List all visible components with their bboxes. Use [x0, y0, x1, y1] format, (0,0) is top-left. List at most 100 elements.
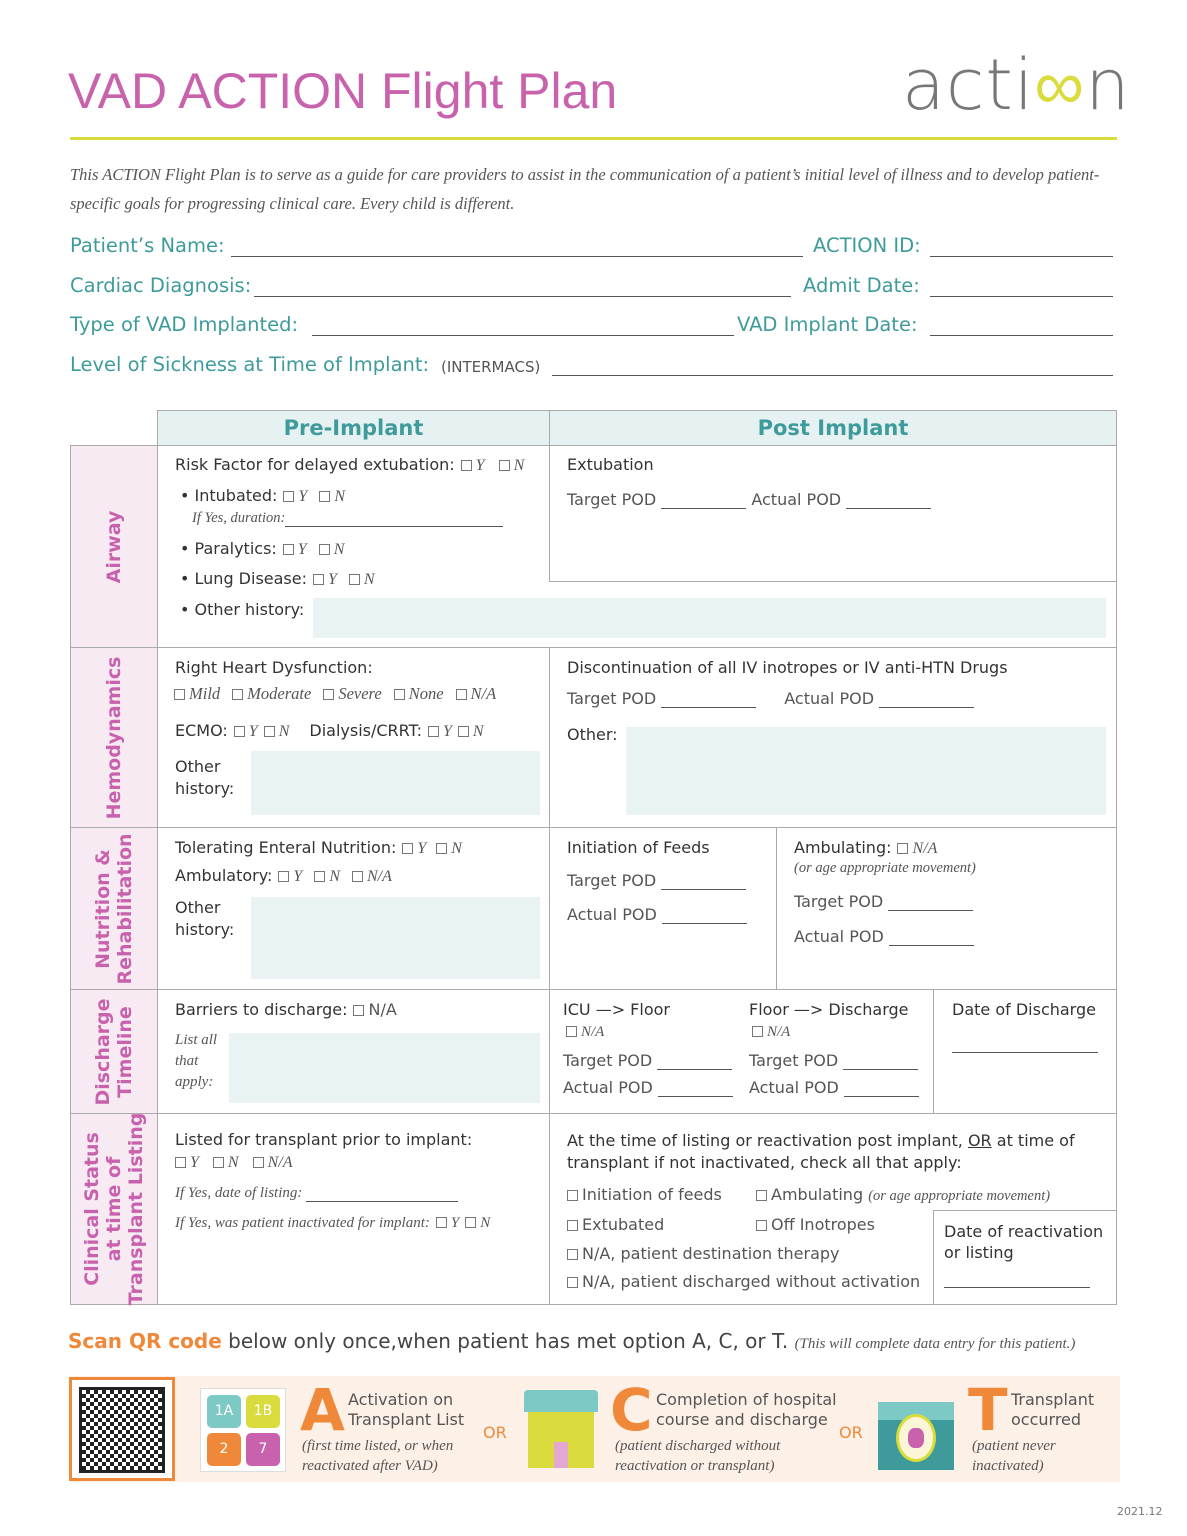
checkbox[interactable]	[348, 574, 360, 585]
checkbox[interactable]	[402, 843, 414, 854]
checkbox[interactable]	[313, 574, 324, 585]
vad-type-field[interactable]	[312, 335, 734, 336]
checkbox[interactable]	[498, 460, 510, 471]
nutr-other-field[interactable]	[251, 897, 540, 979]
feeds-target: Target POD	[567, 871, 747, 890]
option-ambulating: Ambulating (or age appropriate movement)	[750, 1185, 1050, 1205]
airway-other-field[interactable]	[313, 598, 1106, 638]
duration-field[interactable]	[285, 526, 504, 527]
page-title: VAD ACTION Flight Plan	[68, 63, 618, 119]
checkbox[interactable]	[567, 1190, 578, 1201]
checkbox[interactable]	[428, 726, 440, 737]
reactivation-field[interactable]	[944, 1287, 1090, 1288]
checkbox[interactable]	[567, 1277, 578, 1288]
hemo-other-field[interactable]	[251, 751, 540, 815]
icu-actual: Actual POD	[563, 1078, 733, 1097]
actual-pod-field[interactable]	[888, 945, 974, 946]
date-of-discharge-field[interactable]	[952, 1052, 1098, 1053]
checkbox[interactable]	[233, 726, 245, 737]
target-pod-field[interactable]	[843, 1069, 919, 1070]
listed-label: Listed for transplant prior to implant:	[175, 1130, 473, 1149]
diagnosis-field[interactable]	[254, 296, 791, 297]
ecmo-dialysis: ECMO: Y N Dialysis/CRRT: Y N	[175, 721, 484, 740]
patient-name-field[interactable]	[231, 256, 803, 257]
option-off-inotropes: Off Inotropes	[750, 1215, 875, 1234]
checkbox[interactable]	[567, 1220, 578, 1231]
actual-pod-field[interactable]	[846, 508, 932, 509]
actual-pod-field[interactable]	[661, 923, 747, 924]
intro-text: This ACTION Flight Plan is to serve as a…	[70, 165, 1100, 213]
date-of-listing-field[interactable]	[306, 1201, 459, 1202]
actual-pod-field[interactable]	[657, 1096, 733, 1097]
checkbox[interactable]	[283, 491, 295, 502]
checkbox[interactable]	[353, 1005, 365, 1016]
admit-date-field[interactable]	[930, 296, 1113, 297]
checkbox[interactable]	[263, 726, 275, 737]
checkbox[interactable]	[232, 689, 244, 700]
checkbox[interactable]	[393, 689, 405, 700]
house-icon	[524, 1390, 598, 1468]
sickness-label: Level of Sickness at Time of Implant:	[70, 353, 430, 376]
date-of-discharge-label: Date of Discharge	[952, 1000, 1096, 1019]
list-all-label: List all that apply:	[175, 1032, 218, 1090]
sickness-field[interactable]	[552, 375, 1113, 376]
actual-pod-field[interactable]	[879, 707, 975, 708]
tile-1a: 1A	[207, 1395, 241, 1428]
action-id-field[interactable]	[930, 256, 1113, 257]
rhd-options: Mild Moderate Severe None N/A	[168, 684, 496, 704]
checkbox[interactable]	[465, 1217, 477, 1228]
nutr-other-label: Other history:	[175, 898, 235, 939]
duration: If Yes, duration:	[192, 510, 504, 527]
divider	[70, 137, 1117, 140]
target-pod-field[interactable]	[657, 1069, 733, 1070]
checkbox[interactable]	[175, 1157, 186, 1168]
checkbox[interactable]	[752, 1026, 763, 1037]
checkbox[interactable]	[278, 871, 290, 882]
checkbox[interactable]	[314, 871, 326, 882]
checkbox[interactable]	[756, 1220, 767, 1231]
checkbox[interactable]	[567, 1249, 578, 1260]
option-t-note: (patient never inactivated)	[972, 1438, 1056, 1474]
diagnosis-label: Cardiac Diagnosis:	[70, 274, 252, 297]
ambulating: Ambulating: N/A	[794, 838, 938, 857]
intermacs-label: (INTERMACS)	[441, 358, 541, 376]
letter-c: C	[610, 1376, 653, 1444]
airway-post-cell	[549, 445, 1117, 582]
target-pod-field[interactable]	[661, 889, 747, 890]
letter-a: A	[300, 1376, 345, 1444]
checkbox[interactable]	[318, 544, 330, 555]
checkbox[interactable]	[756, 1190, 767, 1201]
implant-date-field[interactable]	[930, 335, 1113, 336]
option-c-note: (patient discharged without reactivation …	[615, 1438, 781, 1474]
option-extubated: Extubated	[561, 1215, 664, 1234]
barriers-field[interactable]	[229, 1033, 540, 1103]
actual-pod-field[interactable]	[843, 1096, 919, 1097]
floor-na: N/A	[746, 1024, 790, 1041]
checkbox[interactable]	[174, 689, 185, 700]
checkbox[interactable]	[252, 1157, 264, 1168]
checkbox[interactable]	[566, 1026, 577, 1037]
checkbox[interactable]	[435, 1217, 447, 1228]
checkbox[interactable]	[319, 491, 331, 502]
discontinuation-pod: Target POD Actual POD	[567, 689, 975, 708]
target-pod-field[interactable]	[661, 508, 747, 509]
checkbox[interactable]	[436, 843, 448, 854]
floor-discharge-label: Floor —> Discharge	[749, 1000, 909, 1019]
amb-actual: Actual POD	[794, 927, 974, 946]
checkbox[interactable]	[457, 726, 469, 737]
target-pod-field[interactable]	[661, 707, 757, 708]
option-feeds: Initiation of feeds	[561, 1185, 722, 1204]
qr-code[interactable]	[69, 1377, 175, 1481]
target-pod-field[interactable]	[888, 910, 974, 911]
checkbox[interactable]	[455, 689, 467, 700]
row-label-hemodynamics: Hemodynamics	[70, 647, 158, 828]
age-note: (or age appropriate movement)	[794, 860, 976, 876]
checkbox[interactable]	[460, 460, 472, 471]
checkbox[interactable]	[212, 1157, 224, 1168]
checkbox[interactable]	[352, 871, 363, 882]
checkbox[interactable]	[282, 544, 294, 555]
checkbox[interactable]	[897, 843, 909, 854]
option-c-text: Completion of hospital course and dischar…	[656, 1390, 837, 1429]
checkbox[interactable]	[323, 689, 335, 700]
hemo-post-other-field[interactable]	[626, 727, 1106, 815]
